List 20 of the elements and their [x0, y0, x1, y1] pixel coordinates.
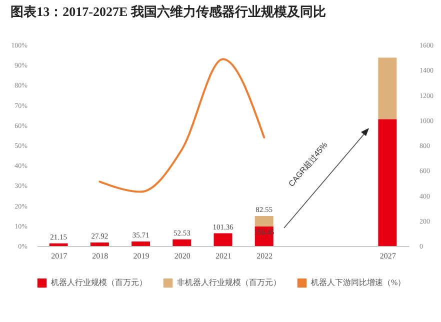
x-tick-label: 2017: [51, 252, 68, 260]
legend-label: 非机器人行业规模（百万元）: [177, 278, 281, 288]
x-tick-label: 2021: [216, 252, 232, 260]
legend-label: 机器人行业规模（百万元）: [51, 278, 147, 288]
bar: [254, 216, 274, 226]
legend-label: 机器人下游同比增速（%）: [311, 278, 406, 288]
x-tick-label: 2020: [174, 252, 190, 260]
x-tick-label: 2019: [133, 252, 150, 260]
bar: [378, 119, 397, 246]
line-series: [98, 58, 266, 193]
bar: [378, 58, 397, 120]
bar: [172, 239, 192, 246]
chart-title: 图表13：2017-2027E 我国六维力传感器行业规模及同比: [10, 4, 326, 19]
bar: [214, 233, 232, 246]
bar: [132, 242, 150, 246]
x-tick-label: 2018: [92, 252, 108, 260]
x-tick-label: 2022: [256, 252, 273, 260]
bar: [49, 243, 68, 246]
bar: [90, 242, 109, 246]
x-tick-label: 2027: [380, 252, 396, 260]
